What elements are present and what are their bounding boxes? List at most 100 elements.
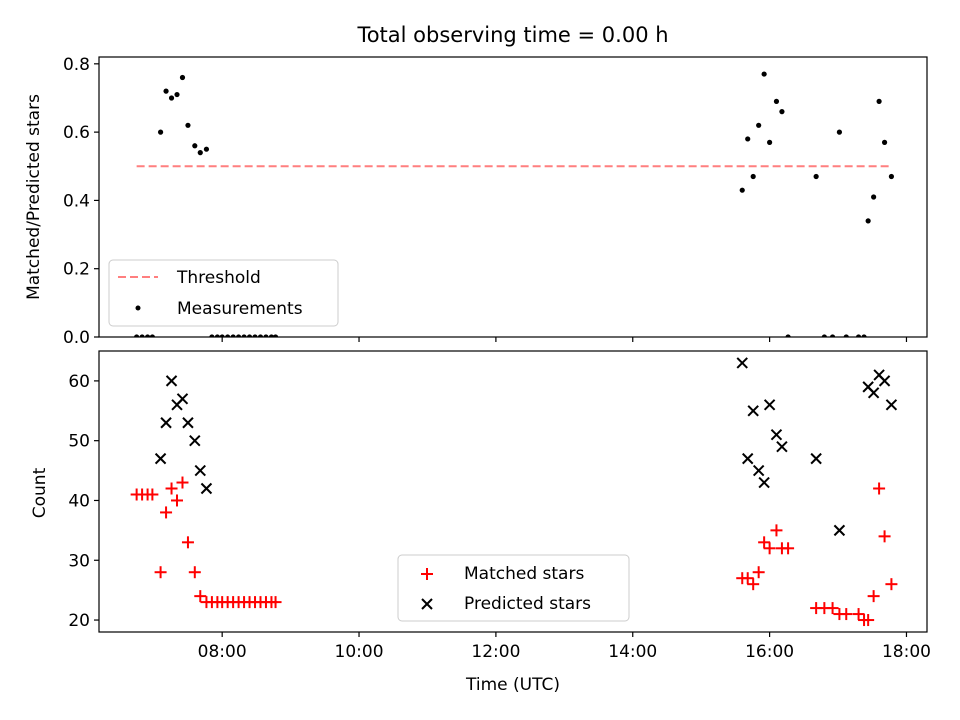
measurements-point bbox=[149, 334, 155, 337]
bottom-y-tick-label: 20 bbox=[68, 611, 90, 631]
bottom-x-tick-label: 10:00 bbox=[335, 642, 384, 662]
measurements-point bbox=[168, 95, 175, 101]
measurements-point bbox=[821, 334, 827, 337]
top-plot-area: 0.0 0.2 0.4 0.6 0.8 bbox=[63, 55, 928, 348]
matched-stars-point bbox=[160, 506, 173, 519]
predicted-stars-point bbox=[736, 357, 748, 369]
measurements-point bbox=[767, 139, 773, 145]
top-y-tick-label: 0.6 bbox=[63, 123, 90, 143]
matched-stars-point bbox=[852, 608, 865, 621]
matched-stars-point bbox=[867, 590, 880, 603]
bottom-y-tick-label: 40 bbox=[68, 491, 90, 511]
matched-stars-point bbox=[146, 488, 159, 501]
predicted-stars-point bbox=[885, 399, 898, 411]
measurements-point bbox=[855, 334, 862, 337]
bottom-legend-frame bbox=[397, 554, 630, 622]
matched-legend-label: Matched stars bbox=[464, 564, 584, 584]
matched-stars-point bbox=[176, 476, 189, 489]
measurements-point bbox=[139, 334, 145, 337]
bottom-x-tick-label: 14:00 bbox=[608, 642, 657, 662]
bottom-data-marks bbox=[130, 357, 898, 627]
measurements-point bbox=[785, 334, 791, 337]
measurements-point bbox=[174, 91, 180, 98]
predicted-stars-point bbox=[867, 387, 880, 399]
predicted-stars-point bbox=[200, 482, 213, 495]
bottom-y-tick-label: 30 bbox=[68, 551, 90, 571]
measurements-point bbox=[257, 334, 264, 337]
bottom-x-axis-label: Time (UTC) bbox=[465, 675, 560, 695]
top-data-marks bbox=[134, 71, 895, 337]
measurements-point bbox=[268, 334, 275, 337]
measurements-point bbox=[157, 129, 164, 135]
measurements-point bbox=[203, 146, 210, 152]
predicted-stars-point bbox=[189, 434, 201, 447]
measurements-point bbox=[134, 334, 140, 337]
measurements-point bbox=[241, 334, 247, 337]
top-axes-frame bbox=[98, 56, 928, 338]
predicted-stars-point bbox=[160, 417, 172, 429]
measurements-point bbox=[843, 334, 849, 337]
predicted-stars-point bbox=[763, 399, 776, 411]
matched-stars-point bbox=[782, 542, 795, 555]
bottom-y-tick-label: 60 bbox=[68, 372, 90, 392]
measurements-point bbox=[214, 334, 220, 337]
measurements-point bbox=[225, 334, 231, 337]
predicted-stars-point bbox=[770, 428, 783, 441]
predicted-stars-point bbox=[833, 524, 846, 537]
matched-legend-swatch bbox=[421, 568, 433, 580]
matched-stars-point bbox=[154, 566, 167, 579]
measurements-point bbox=[209, 334, 215, 337]
bottom-plot-area: 20 30 40 50 60 08:00 10:00 12:00 14:00 16:00 18:00 bbox=[68, 350, 931, 662]
measurements-point bbox=[263, 334, 269, 337]
bottom-y-tick-label: 50 bbox=[68, 432, 90, 452]
bottom-x-tick-label: 12:00 bbox=[471, 642, 520, 662]
matched-stars-point bbox=[885, 578, 898, 591]
top-panel: 0.00.20.40.60.8 Matched/Predicted stars … bbox=[24, 55, 928, 348]
measurements-point bbox=[773, 98, 780, 104]
measurements-point bbox=[836, 129, 843, 135]
measurements-point bbox=[235, 334, 242, 337]
matched-stars-point bbox=[194, 590, 207, 603]
measurements-legend-label: Measurements bbox=[177, 299, 303, 319]
matched-stars-point bbox=[171, 494, 184, 507]
top-legend: Threshold Measurements bbox=[108, 259, 339, 327]
matched-stars-point bbox=[763, 542, 776, 555]
matched-stars-point bbox=[188, 566, 201, 579]
measurements-point bbox=[197, 150, 203, 156]
measurements-point bbox=[756, 122, 762, 128]
figure-title: Total observing time = 0.00 h bbox=[356, 23, 668, 47]
predicted-stars-point bbox=[747, 405, 759, 417]
predicted-stars-point bbox=[776, 440, 788, 453]
measurements-point bbox=[829, 334, 836, 337]
matched-stars-point bbox=[758, 536, 771, 549]
bottom-y-axis-label: Count bbox=[30, 467, 50, 518]
measurements-point bbox=[876, 98, 882, 104]
measurements-point bbox=[192, 143, 198, 149]
measurements-point bbox=[871, 194, 877, 200]
top-y-tick-label: 0.4 bbox=[63, 191, 90, 211]
top-y-tick-label: 0.0 bbox=[63, 328, 90, 348]
measurements-point bbox=[865, 218, 871, 224]
top-y-tick-label: 0.2 bbox=[63, 260, 90, 280]
matched-stars-point bbox=[747, 578, 760, 591]
measurements-point bbox=[888, 173, 895, 180]
matched-stars-point bbox=[752, 566, 765, 579]
measurements-point bbox=[230, 334, 236, 337]
predicted-stars-point bbox=[176, 393, 189, 405]
matched-stars-point bbox=[165, 482, 178, 495]
top-legend-frame bbox=[108, 259, 339, 327]
matched-stars-point bbox=[770, 524, 783, 537]
predicted-stars-point bbox=[810, 452, 822, 465]
matched-stars-point bbox=[826, 602, 839, 615]
measurements-point bbox=[185, 122, 191, 128]
bottom-legend: Matched stars Predicted stars bbox=[397, 554, 630, 622]
predicted-stars-point bbox=[752, 464, 765, 477]
measurements-point bbox=[779, 109, 785, 115]
measurements-point bbox=[861, 334, 867, 337]
matched-stars-point bbox=[878, 530, 891, 543]
predicted-legend-label: Predicted stars bbox=[464, 594, 591, 614]
matched-stars-point bbox=[840, 608, 853, 621]
measurements-point bbox=[881, 139, 888, 145]
predicted-stars-point bbox=[154, 452, 167, 465]
